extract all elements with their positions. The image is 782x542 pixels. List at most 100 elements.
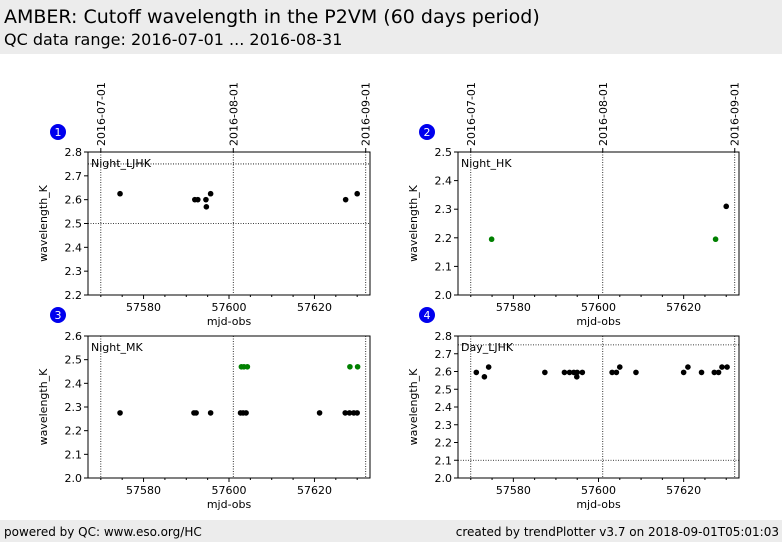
- x-tick-label: 57620: [666, 301, 701, 314]
- y-tick-label: 2.1: [435, 260, 453, 273]
- data-point: [195, 196, 201, 203]
- y-axis-label: wavelength_K: [407, 368, 420, 446]
- y-tick-label: 2.8: [435, 330, 453, 343]
- x-tick-label: 57600: [581, 484, 616, 497]
- y-tick-label: 2.5: [435, 383, 453, 396]
- panel-number-badge: [419, 124, 435, 140]
- data-point: [542, 369, 548, 376]
- y-tick-label: 2.5: [435, 146, 453, 159]
- data-point: [485, 364, 492, 370]
- y-tick-label: 2.5: [65, 218, 83, 231]
- x-tick-label: 57620: [666, 484, 701, 497]
- data-point: [354, 363, 361, 370]
- y-tick-label: 2.0: [435, 472, 453, 485]
- plot-frame: [87, 151, 371, 296]
- y-tick-label: 2.2: [435, 232, 453, 245]
- data-point: [354, 410, 360, 416]
- y-tick-label: 2.4: [435, 401, 453, 414]
- x-axis-label: mjd-obs: [576, 498, 621, 511]
- data-point: [488, 236, 495, 243]
- footer-credit: powered by QC: www.eso.org/HC: [4, 525, 202, 539]
- x-tick-label: 57620: [297, 301, 332, 314]
- y-tick-label: 2.3: [65, 401, 83, 414]
- date-tick-label: 2016-07-01: [95, 82, 108, 146]
- report-header: AMBER: Cutoff wavelength in the P2VM (60…: [0, 0, 782, 54]
- x-tick-label: 57600: [581, 301, 616, 314]
- data-point: [207, 410, 214, 416]
- page-subtitle: QC data range: 2016-07-01 ... 2016-08-31: [4, 30, 343, 49]
- data-point: [711, 369, 718, 376]
- data-point: [698, 369, 705, 376]
- data-point: [342, 196, 349, 203]
- panel-number: 4: [424, 309, 431, 322]
- plot-frame: [87, 335, 371, 479]
- page-title: AMBER: Cutoff wavelength in the P2VM (60…: [4, 6, 540, 28]
- y-tick-label: 2.7: [65, 170, 83, 183]
- data-point: [573, 374, 580, 380]
- y-tick-label: 2.3: [65, 265, 83, 278]
- x-tick-label: 57580: [126, 484, 161, 497]
- y-tick-label: 2.0: [65, 472, 83, 485]
- data-point: [203, 196, 209, 203]
- panel-number: 2: [424, 126, 431, 139]
- y-tick-label: 2.6: [435, 366, 453, 379]
- y-tick-label: 2.1: [65, 448, 83, 461]
- footer-generator: created by trendPlotter v3.7 on 2018-09-…: [455, 525, 779, 539]
- data-point: [574, 369, 581, 376]
- panel-number-badge: [50, 307, 66, 323]
- date-tick-label: 2016-09-01: [360, 82, 373, 146]
- y-tick-label: 2.3: [435, 419, 453, 432]
- y-tick-label: 2.2: [435, 437, 453, 450]
- x-tick-label: 57620: [297, 484, 332, 497]
- panel-number-badge: [419, 307, 435, 323]
- y-tick-label: 2.4: [435, 175, 453, 188]
- panel-number: 3: [55, 309, 62, 322]
- y-tick-label: 2.3: [435, 203, 453, 216]
- y-tick-label: 2.4: [65, 377, 83, 390]
- data-point: [193, 410, 199, 416]
- data-point: [481, 374, 488, 380]
- y-tick-label: 2.7: [435, 348, 453, 361]
- date-tick-label: 2016-09-01: [729, 82, 742, 146]
- data-point: [203, 204, 210, 210]
- x-tick-label: 57600: [212, 301, 247, 314]
- y-tick-label: 2.4: [65, 241, 83, 254]
- y-tick-label: 2.0: [435, 289, 453, 302]
- panel-label: Night_MK: [91, 341, 144, 354]
- x-tick-label: 57580: [126, 301, 161, 314]
- data-point: [609, 369, 615, 376]
- x-tick-label: 57600: [212, 484, 247, 497]
- data-point: [117, 190, 123, 197]
- y-tick-label: 2.2: [65, 425, 83, 438]
- chart-panel-2: 2016-07-01 2016-08-01 2016-09-01 2.0 2.1 2.2 2…: [407, 82, 742, 328]
- chart-panel-3: 2.0 2.1 2.2 2.3 2.4 2.5 2.6 57580 57600 57620 mjd-…: [37, 307, 371, 511]
- data-point: [561, 369, 568, 376]
- data-point: [616, 364, 623, 370]
- y-tick-label: 2.5: [65, 354, 83, 367]
- data-point: [354, 190, 360, 197]
- y-axis-label: wavelength_K: [37, 184, 50, 262]
- data-point: [613, 369, 620, 376]
- y-tick-label: 2.2: [65, 289, 83, 302]
- data-point: [724, 364, 730, 370]
- data-point: [680, 369, 687, 376]
- data-point: [316, 410, 323, 416]
- chart-panel-4: 2.0 2.1 2.2 2.3 2.4 2.5 2.6 2.7 2.8 57580 57600 576…: [407, 307, 740, 511]
- x-tick-label: 57580: [496, 301, 531, 314]
- data-point: [207, 190, 214, 197]
- panel-number: 1: [55, 126, 62, 139]
- data-point: [723, 203, 730, 210]
- plots-canvas: 2016-07-01 2016-08-01 2016-09-012.22.32.42…: [37, 82, 742, 511]
- data-point: [243, 410, 249, 416]
- date-tick-label: 2016-07-01: [465, 82, 478, 146]
- panel-label: Night_LJHK: [91, 157, 152, 170]
- panel-label: Day_LJHK: [461, 341, 514, 354]
- plot-frame: [457, 151, 740, 296]
- y-tick-label: 2.1: [435, 454, 453, 467]
- y-axis-label: wavelength_K: [37, 368, 50, 446]
- y-axis-label: wavelength_K: [407, 184, 420, 262]
- x-axis-label: mjd-obs: [576, 315, 621, 328]
- report-footer: powered by QC: www.eso.org/HC created by…: [0, 520, 782, 542]
- data-point: [244, 363, 251, 370]
- date-tick-label: 2016-08-01: [597, 82, 610, 146]
